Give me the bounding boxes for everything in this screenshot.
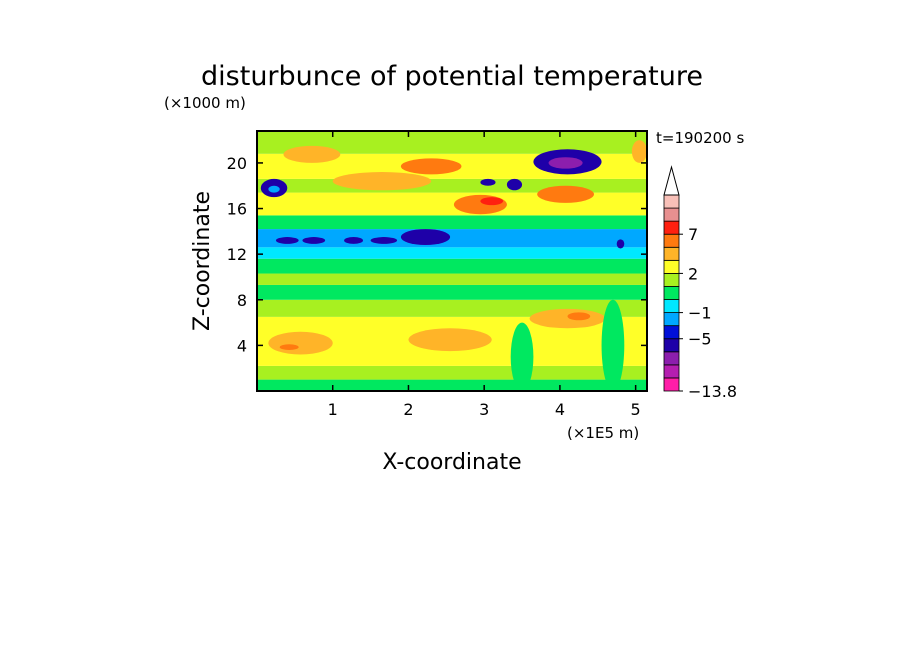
- contour-band-0: [257, 379, 647, 391]
- colorbar-swatch: [663, 259, 680, 274]
- contour-feature-21: [275, 237, 299, 244]
- contour-feature-24: [370, 237, 398, 244]
- colorbar-swatch: [663, 377, 680, 392]
- colorbar-swatch: [663, 338, 680, 353]
- contour-feature-5: [510, 322, 534, 391]
- contour-features: [260, 140, 647, 391]
- colorbar-swatch: [663, 194, 680, 209]
- contour-band-6: [257, 258, 647, 274]
- contour-band-7: [257, 247, 647, 259]
- x-tick-label: 5: [631, 400, 641, 419]
- colorbar-swatch: [663, 246, 680, 261]
- x-tick-label: 2: [403, 400, 413, 419]
- contour-feature-1: [408, 328, 492, 352]
- contour-feature-18: [480, 178, 496, 186]
- contour-feature-26: [616, 239, 625, 249]
- plot-frame: [256, 130, 648, 392]
- contour-feature-13: [480, 197, 504, 206]
- time-label: t=190200 s: [656, 129, 744, 147]
- x-tick-label: 1: [328, 400, 338, 419]
- contour-band-13: [257, 131, 647, 154]
- contour-band-1: [257, 365, 647, 380]
- colorbar-label: −5: [688, 330, 712, 349]
- contour-feature-2: [529, 308, 606, 329]
- contour-feature-0: [268, 331, 333, 355]
- y-tick-label: 4: [237, 336, 247, 355]
- contour-feature-23: [344, 237, 364, 244]
- contour-feature-19: [631, 140, 647, 163]
- chart-title: disturbunce of potential temperature: [201, 61, 703, 92]
- colorbar-swatch: [663, 233, 680, 248]
- colorbar-label: 7: [688, 225, 698, 244]
- contour-feature-11: [400, 158, 462, 175]
- contour-feature-6: [601, 299, 625, 391]
- colorbar-swatch: [663, 325, 680, 340]
- colorbar-label: 2: [688, 264, 698, 283]
- colorbar: 7 2 −1 −5 −13.8: [663, 165, 737, 401]
- colorbar-label: −1: [688, 304, 712, 323]
- contour-feature-12: [453, 194, 507, 215]
- colorbar-swatch: [663, 272, 680, 287]
- colorbar-swatch: [663, 220, 680, 235]
- y-tick-label: 12: [227, 245, 247, 264]
- x-axis-label: X-coordinate: [382, 450, 521, 475]
- contour-feature-10: [332, 172, 432, 191]
- y-tick-label: 16: [227, 200, 247, 219]
- colorbar-swatch: [663, 286, 680, 300]
- contour-feature-25: [400, 229, 451, 246]
- x-unit-label: (×1E5 m): [567, 424, 639, 442]
- colorbar-swatch: [663, 312, 680, 327]
- colorbar-label: −13.8: [688, 382, 737, 401]
- contour-feature-8: [268, 185, 280, 193]
- contour-feature-4: [279, 344, 299, 350]
- contour-feature-14: [537, 185, 594, 203]
- contour-band-4: [257, 284, 647, 300]
- contour-feature-9: [283, 145, 341, 163]
- colorbar-swatch: [663, 299, 680, 313]
- y-axis-label: Z-coordinate: [190, 191, 215, 331]
- x-axis-ticks: 1 2 3 4 5: [328, 131, 641, 419]
- contour-plot: [257, 131, 647, 391]
- contour-band-9: [257, 215, 647, 230]
- y-unit-label: (×1000 m): [164, 94, 246, 112]
- contour-band-5: [257, 273, 647, 285]
- colorbar-swatch: [663, 207, 680, 222]
- contour-feature-22: [302, 237, 326, 244]
- y-axis-ticks: 4 8 12 16 20: [227, 154, 647, 355]
- contour-feature-16: [548, 157, 583, 169]
- colorbar-swatch: [663, 364, 680, 379]
- y-tick-label: 8: [237, 291, 247, 310]
- colorbar-swatch: [663, 351, 680, 366]
- y-tick-label: 20: [227, 154, 247, 173]
- x-tick-label: 3: [479, 400, 489, 419]
- contour-feature-3: [567, 312, 591, 321]
- x-tick-label: 4: [555, 400, 565, 419]
- contour-feature-17: [506, 178, 523, 191]
- colorbar-extend-arrow: [663, 165, 680, 196]
